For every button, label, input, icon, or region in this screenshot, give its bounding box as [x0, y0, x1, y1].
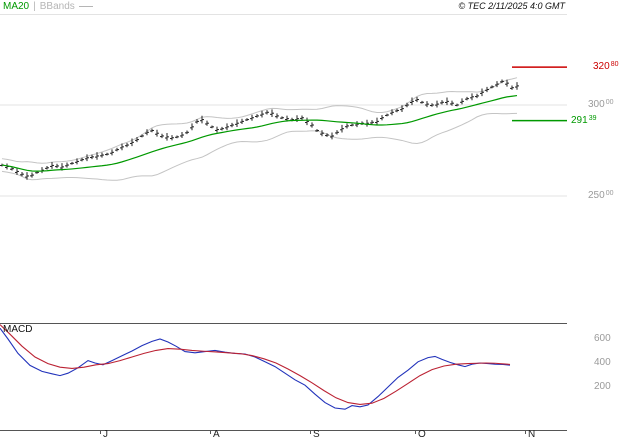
month-label-N: N — [528, 429, 536, 440]
macd-tick-label: 200 — [594, 381, 611, 392]
macd-tick-label: 600 — [594, 333, 611, 344]
macd-panel-label: MACD — [3, 324, 33, 335]
support-level-label: 29139 — [571, 114, 597, 126]
month-label-A: A — [213, 429, 220, 440]
month-label-S: S — [313, 429, 320, 440]
legend-bbands-label: BBands — [39, 1, 75, 12]
legend-separator: | — [33, 1, 36, 12]
copyright-text: © TEC 2/11/2025 4:0 GMT — [458, 1, 565, 11]
month-label-J: J — [103, 429, 108, 440]
price-tick-label: 25000 — [588, 190, 614, 201]
month-label-O: O — [418, 429, 426, 440]
legend-ma20-label: MA20 — [3, 1, 30, 12]
price-tick-label: 30000 — [588, 99, 614, 110]
resistance-level-label: 32080 — [593, 61, 619, 73]
macd-tick-label: 400 — [594, 357, 611, 368]
legend-bbands-sample-line — [78, 6, 93, 7]
legend: MA20 | BBands — [3, 1, 93, 12]
